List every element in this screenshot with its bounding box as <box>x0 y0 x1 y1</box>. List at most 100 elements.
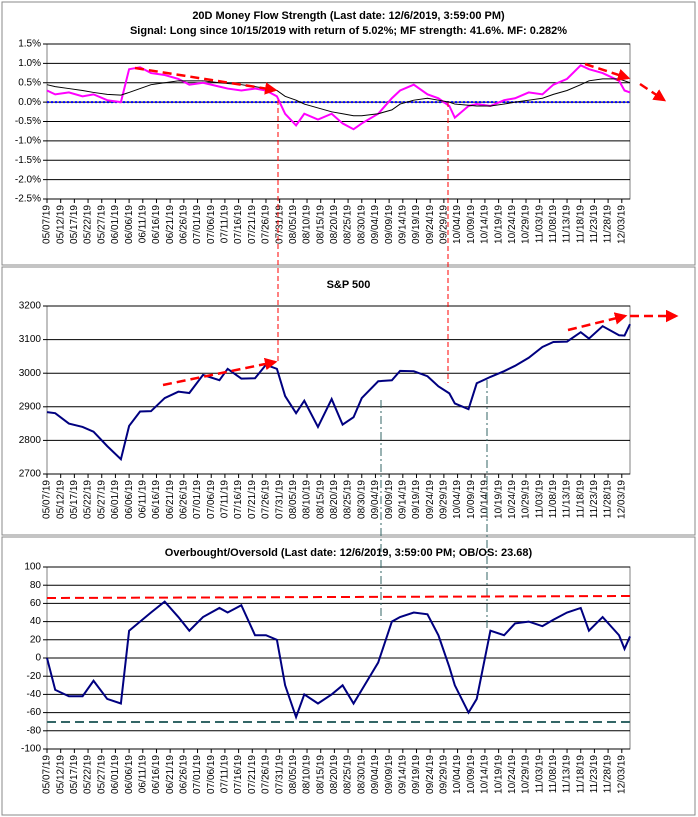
x-tick-label: 05/12/19 <box>55 480 66 519</box>
x-tick-label: 12/03/19 <box>616 205 627 244</box>
y-tick-label: 2700 <box>19 469 42 480</box>
x-tick-label: 11/08/19 <box>548 205 559 244</box>
panel-border <box>1 1 696 266</box>
chart-title: S&P 500 <box>327 279 371 291</box>
trend-arrow <box>567 312 628 332</box>
x-tick-label: 07/31/19 <box>274 480 285 519</box>
x-tick-label: 06/21/19 <box>165 755 176 794</box>
x-tick-label: 06/06/19 <box>124 205 135 244</box>
x-tick-label: 10/14/19 <box>480 205 491 244</box>
x-tick-label: 05/17/19 <box>69 480 80 519</box>
x-tick-label: 09/29/19 <box>439 480 450 519</box>
x-tick-label: 12/03/19 <box>616 755 627 794</box>
x-tick-label: 08/20/19 <box>329 755 340 794</box>
x-tick-label: 10/04/19 <box>452 480 463 519</box>
x-tick-label: 09/24/19 <box>425 480 436 519</box>
x-tick-label: 09/04/19 <box>370 755 381 794</box>
y-tick-label: 2900 <box>19 401 42 412</box>
x-tick-label: 08/10/19 <box>302 480 313 519</box>
x-tick-label: 08/20/19 <box>329 205 340 244</box>
x-tick-label: 06/06/19 <box>124 755 135 794</box>
x-tick-label: 07/06/19 <box>206 755 217 794</box>
x-tick-label: 08/05/19 <box>288 480 299 519</box>
x-tick-label: 10/19/19 <box>493 205 504 244</box>
x-tick-label: 08/30/19 <box>356 755 367 794</box>
x-tick-label: 10/29/19 <box>521 755 532 794</box>
y-tick-label: 0.5% <box>18 77 41 88</box>
x-tick-label: 08/05/19 <box>288 755 299 794</box>
x-tick-label: 09/29/19 <box>439 755 450 794</box>
x-tick-label: 11/08/19 <box>548 755 559 794</box>
y-tick-label: -1.0% <box>15 136 41 147</box>
y-tick-label: 60 <box>30 598 42 609</box>
x-tick-label: 05/27/19 <box>96 480 107 519</box>
x-tick-label: 07/26/19 <box>261 205 272 244</box>
x-tick-label: 07/31/19 <box>274 205 285 244</box>
x-tick-label: 11/03/19 <box>534 205 545 244</box>
x-tick-label: 05/17/19 <box>69 755 80 794</box>
x-tick-label: 07/11/19 <box>220 480 231 519</box>
x-tick-label: 09/24/19 <box>425 755 436 794</box>
x-tick-label: 11/18/19 <box>575 755 586 794</box>
x-tick-label: 10/19/19 <box>493 755 504 794</box>
x-tick-label: 10/09/19 <box>466 205 477 244</box>
line-series <box>46 600 631 721</box>
x-tick-label: 06/01/19 <box>110 480 121 519</box>
x-tick-label: 11/03/19 <box>534 755 545 794</box>
x-tick-label: 08/25/19 <box>343 755 354 794</box>
x-tick-label: 05/17/19 <box>69 205 80 244</box>
x-tick-label: 11/03/19 <box>534 480 545 519</box>
chart-title: Overbought/Oversold (Last date: 12/6/201… <box>165 547 533 559</box>
x-tick-label: 06/26/19 <box>178 205 189 244</box>
y-tick-label: -100 <box>21 744 41 755</box>
x-tick-label: 05/22/19 <box>83 755 94 794</box>
x-tick-label: 11/28/19 <box>603 205 614 244</box>
x-tick-label: 06/11/19 <box>137 755 148 794</box>
chart-title: 20D Money Flow Strength (Last date: 12/6… <box>192 10 505 22</box>
x-tick-label: 10/14/19 <box>480 755 491 794</box>
y-tick-label: 100 <box>24 562 41 573</box>
x-tick-label: 08/15/19 <box>315 755 326 794</box>
y-tick-label: -60 <box>27 707 42 718</box>
trend-arrow <box>639 82 667 102</box>
x-tick-label: 09/09/19 <box>384 755 395 794</box>
panel-border <box>1 536 696 816</box>
x-tick-label: 09/24/19 <box>425 205 436 244</box>
x-tick-label: 07/21/19 <box>247 755 258 794</box>
x-tick-label: 05/07/19 <box>42 205 53 244</box>
x-tick-label: 06/01/19 <box>110 205 121 244</box>
x-tick-label: 10/19/19 <box>493 480 504 519</box>
x-tick-label: 09/19/19 <box>411 755 422 794</box>
y-tick-label: 1.5% <box>18 39 41 50</box>
x-tick-label: 05/12/19 <box>55 205 66 244</box>
x-tick-label: 08/25/19 <box>343 480 354 519</box>
x-tick-label: 08/15/19 <box>315 205 326 244</box>
x-tick-label: 08/30/19 <box>356 205 367 244</box>
x-tick-label: 07/01/19 <box>192 205 203 244</box>
y-tick-label: 40 <box>30 616 42 627</box>
plot-area <box>46 305 631 475</box>
x-tick-label: 08/30/19 <box>356 480 367 519</box>
x-tick-label: 07/01/19 <box>192 480 203 519</box>
x-tick-label: 09/04/19 <box>370 480 381 519</box>
x-tick-label: 07/16/19 <box>233 480 244 519</box>
x-tick-label: 12/03/19 <box>616 480 627 519</box>
x-tick-label: 09/29/19 <box>439 205 450 244</box>
x-tick-label: 06/16/19 <box>151 205 162 244</box>
x-tick-label: 09/19/19 <box>411 480 422 519</box>
y-tick-label: 3100 <box>19 334 42 345</box>
y-tick-label: 0 <box>35 653 41 664</box>
y-tick-label: -80 <box>27 725 42 736</box>
panel-border <box>1 266 696 536</box>
trend-arrow <box>162 357 278 387</box>
chart-subtitle: Signal: Long since 10/15/2019 with retur… <box>130 25 567 37</box>
x-tick-label: 07/16/19 <box>233 755 244 794</box>
x-tick-label: 05/12/19 <box>55 755 66 794</box>
x-tick-label: 11/13/19 <box>562 205 573 244</box>
x-tick-label: 07/21/19 <box>247 205 258 244</box>
x-tick-label: 10/29/19 <box>521 480 532 519</box>
x-tick-label: 06/16/19 <box>151 480 162 519</box>
x-tick-label: 09/09/19 <box>384 205 395 244</box>
